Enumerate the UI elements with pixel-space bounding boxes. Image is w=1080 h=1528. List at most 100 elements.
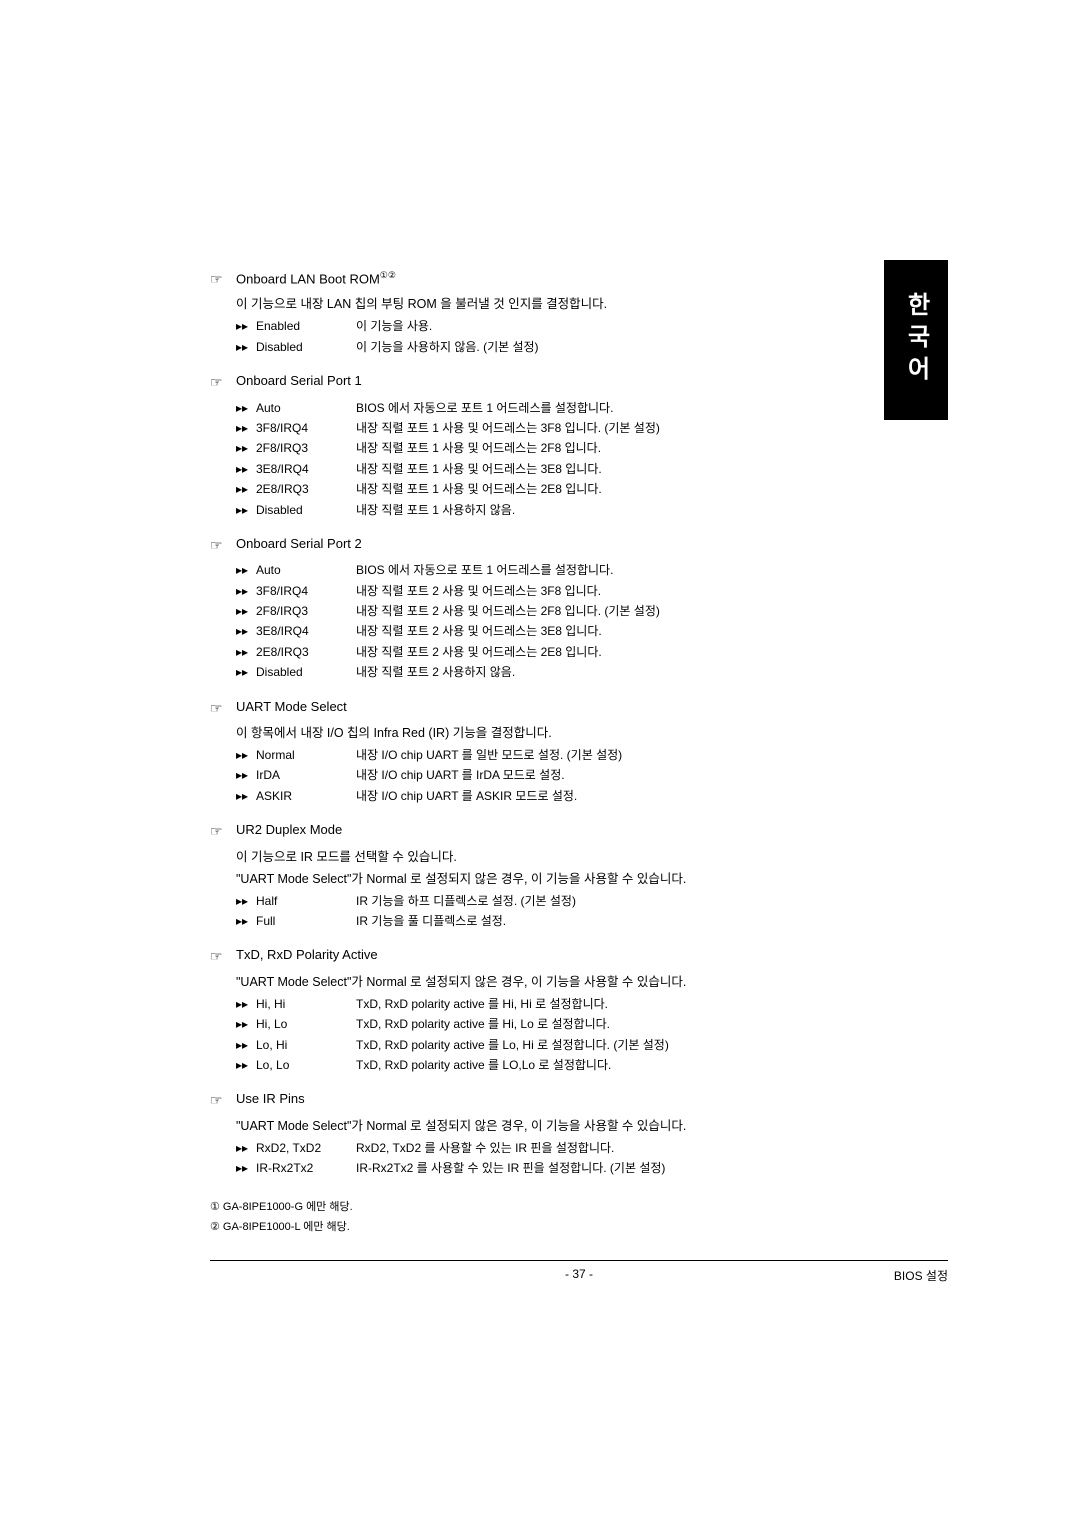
option-row: ▸▸3E8/IRQ4내장 직렬 포트 1 사용 및 어드레스는 3E8 입니다. (236, 459, 910, 479)
arrow-icon: ▸▸ (236, 1035, 256, 1055)
arrow-icon: ▸▸ (236, 337, 256, 357)
footnote: ① GA-8IPE1000-G 에만 해당. (210, 1198, 353, 1214)
option-name: IrDA (256, 765, 356, 785)
option-name: Lo, Lo (256, 1055, 356, 1075)
section-description: 이 기능으로 내장 LAN 칩의 부팅 ROM 을 불러낼 것 인지를 결정합니… (236, 294, 910, 314)
arrow-icon: ▸▸ (236, 1014, 256, 1034)
section-title: Use IR Pins (236, 1089, 305, 1110)
finger-icon: ☞ (210, 820, 230, 842)
option-row: ▸▸3E8/IRQ4내장 직렬 포트 2 사용 및 어드레스는 3E8 입니다. (236, 621, 910, 641)
arrow-icon: ▸▸ (236, 911, 256, 931)
option-row: ▸▸HalfIR 기능을 하프 디플렉스로 설정. (기본 설정) (236, 891, 910, 911)
option-name: Lo, Hi (256, 1035, 356, 1055)
arrow-icon: ▸▸ (236, 1055, 256, 1075)
option-name: 2F8/IRQ3 (256, 438, 356, 458)
option-description: TxD, RxD polarity active 를 Hi, Hi 로 설정합니… (356, 994, 910, 1014)
option-row: ▸▸2F8/IRQ3내장 직렬 포트 1 사용 및 어드레스는 2F8 입니다. (236, 438, 910, 458)
option-description: 내장 직렬 포트 2 사용 및 어드레스는 3F8 입니다. (356, 581, 910, 601)
option-description: 내장 I/O chip UART 를 ASKIR 모드로 설정. (356, 786, 910, 806)
option-name: Disabled (256, 662, 356, 682)
option-name: Disabled (256, 500, 356, 520)
option-description: 내장 직렬 포트 2 사용 및 어드레스는 3E8 입니다. (356, 621, 910, 641)
section-title: Onboard Serial Port 2 (236, 534, 362, 555)
option-name: Hi, Hi (256, 994, 356, 1014)
section: ☞Onboard LAN Boot ROM①②이 기능으로 내장 LAN 칩의 … (210, 268, 910, 357)
arrow-icon: ▸▸ (236, 621, 256, 641)
section-description: "UART Mode Select"가 Normal 로 설정되지 않은 경우,… (236, 972, 910, 992)
option-name: ASKIR (256, 786, 356, 806)
arrow-icon: ▸▸ (236, 994, 256, 1014)
option-name: Enabled (256, 316, 356, 336)
option-row: ▸▸AutoBIOS 에서 자동으로 포트 1 어드레스를 설정합니다. (236, 560, 910, 580)
arrow-icon: ▸▸ (236, 601, 256, 621)
option-description: 내장 직렬 포트 1 사용 및 어드레스는 2E8 입니다. (356, 479, 910, 499)
option-name: 3F8/IRQ4 (256, 418, 356, 438)
option-description: IR 기능을 풀 디플렉스로 설정. (356, 911, 910, 931)
section: ☞ Onboard Serial Port 2 ▸▸AutoBIOS 에서 자동으로… (210, 534, 910, 683)
section-title: TxD, RxD Polarity Active (236, 945, 378, 966)
option-row: ▸▸AutoBIOS 에서 자동으로 포트 1 어드레스를 설정합니다. (236, 398, 910, 418)
superscript: ①② (380, 270, 396, 280)
option-row: ▸▸Disabled내장 직렬 포트 1 사용하지 않음. (236, 500, 910, 520)
option-row: ▸▸2F8/IRQ3내장 직렬 포트 2 사용 및 어드레스는 2F8 입니다.… (236, 601, 910, 621)
option-name: RxD2, TxD2 (256, 1138, 356, 1158)
option-row: ▸▸IrDA내장 I/O chip UART 를 IrDA 모드로 설정. (236, 765, 910, 785)
arrow-icon: ▸▸ (236, 398, 256, 418)
section-title-row: ☞ TxD, RxD Polarity Active (210, 945, 910, 967)
section-title: UART Mode Select (236, 697, 347, 718)
option-row: ▸▸Disabled이 기능을 사용하지 않음. (기본 설정) (236, 337, 910, 357)
finger-icon: ☞ (210, 268, 230, 290)
option-description: 내장 직렬 포트 1 사용 및 어드레스는 3E8 입니다. (356, 459, 910, 479)
option-row: ▸▸Lo, LoTxD, RxD polarity active 를 LO,Lo… (236, 1055, 910, 1075)
option-description: 이 기능을 사용. (356, 316, 910, 336)
option-name: 2F8/IRQ3 (256, 601, 356, 621)
option-name: Hi, Lo (256, 1014, 356, 1034)
option-name: 2E8/IRQ3 (256, 479, 356, 499)
finger-icon: ☞ (210, 945, 230, 967)
arrow-icon: ▸▸ (236, 642, 256, 662)
section-title: Onboard Serial Port 1 (236, 371, 362, 392)
section-description: 이 항목에서 내장 I/O 칩의 Infra Red (IR) 기능을 결정합니… (236, 723, 910, 743)
arrow-icon: ▸▸ (236, 560, 256, 580)
option-name: Disabled (256, 337, 356, 357)
arrow-icon: ▸▸ (236, 316, 256, 336)
arrow-icon: ▸▸ (236, 459, 256, 479)
option-row: ▸▸2E8/IRQ3내장 직렬 포트 2 사용 및 어드레스는 2E8 입니다. (236, 642, 910, 662)
option-description: IR-Rx2Tx2 를 사용할 수 있는 IR 핀을 설정합니다. (기본 설정… (356, 1158, 910, 1178)
section-title-row: ☞UR2 Duplex Mode (210, 820, 910, 842)
page-footer: - 37 - BIOS 설정 (210, 1260, 948, 1284)
arrow-icon: ▸▸ (236, 765, 256, 785)
section-title-row: ☞ Onboard Serial Port 2 (210, 534, 910, 556)
footnotes: ① GA-8IPE1000-G 에만 해당.② GA-8IPE1000-L 에만… (210, 1198, 353, 1238)
page-number: - 37 - (565, 1267, 593, 1281)
section: ☞ UART Mode Select 이 항목에서 내장 I/O 칩의 Infra … (210, 697, 910, 807)
option-name: 2E8/IRQ3 (256, 642, 356, 662)
option-description: BIOS 에서 자동으로 포트 1 어드레스를 설정합니다. (356, 560, 910, 580)
arrow-icon: ▸▸ (236, 786, 256, 806)
option-row: ▸▸RxD2, TxD2RxD2, TxD2 를 사용할 수 있는 IR 핀을 … (236, 1138, 910, 1158)
option-row: ▸▸FullIR 기능을 풀 디플렉스로 설정. (236, 911, 910, 931)
option-name: IR-Rx2Tx2 (256, 1158, 356, 1178)
option-description: 내장 I/O chip UART 를 일반 모드로 설정. (기본 설정) (356, 745, 910, 765)
option-name: Normal (256, 745, 356, 765)
finger-icon: ☞ (210, 371, 230, 393)
option-description: 이 기능을 사용하지 않음. (기본 설정) (356, 337, 910, 357)
document-content: ☞Onboard LAN Boot ROM①②이 기능으로 내장 LAN 칩의 … (210, 268, 910, 1193)
section: ☞UR2 Duplex Mode이 기능으로 IR 모드를 선택할 수 있습니다… (210, 820, 910, 931)
finger-icon: ☞ (210, 534, 230, 556)
option-description: 내장 직렬 포트 1 사용 및 어드레스는 2F8 입니다. (356, 438, 910, 458)
option-name: Full (256, 911, 356, 931)
section-title-row: ☞ UART Mode Select (210, 697, 910, 719)
arrow-icon: ▸▸ (236, 479, 256, 499)
arrow-icon: ▸▸ (236, 418, 256, 438)
option-row: ▸▸Enabled이 기능을 사용. (236, 316, 910, 336)
option-name: Half (256, 891, 356, 911)
arrow-icon: ▸▸ (236, 1158, 256, 1178)
option-description: 내장 직렬 포트 2 사용하지 않음. (356, 662, 910, 682)
arrow-icon: ▸▸ (236, 745, 256, 765)
arrow-icon: ▸▸ (236, 662, 256, 682)
option-row: ▸▸Disabled내장 직렬 포트 2 사용하지 않음. (236, 662, 910, 682)
option-row: ▸▸2E8/IRQ3내장 직렬 포트 1 사용 및 어드레스는 2E8 입니다. (236, 479, 910, 499)
finger-icon: ☞ (210, 697, 230, 719)
section: ☞ Onboard Serial Port 1 ▸▸AutoBIOS 에서 자동으로… (210, 371, 910, 520)
